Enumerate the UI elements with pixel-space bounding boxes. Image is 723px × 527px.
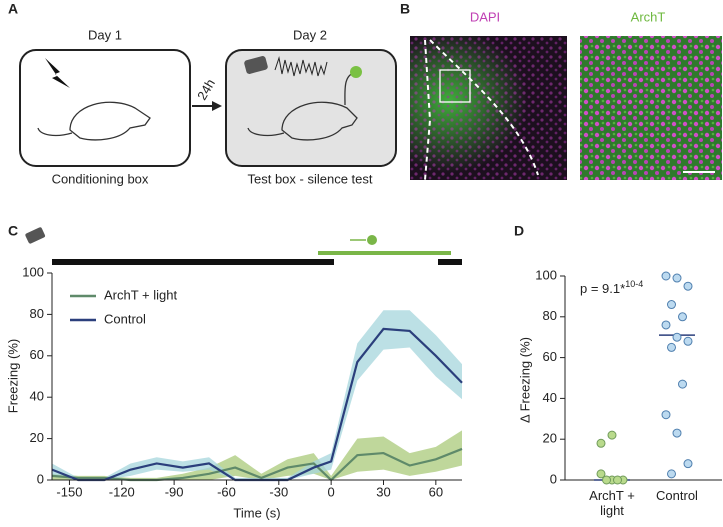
box bbox=[19, 49, 191, 167]
stain-label: ArchT bbox=[631, 9, 666, 24]
tone-bar bbox=[438, 259, 462, 265]
x-tick-label: -90 bbox=[165, 484, 184, 499]
y-axis-label: Freezing (%) bbox=[5, 339, 20, 413]
error-band bbox=[52, 310, 462, 480]
point bbox=[672, 273, 682, 283]
point bbox=[596, 469, 606, 479]
point bbox=[661, 320, 671, 330]
speaker-icon bbox=[25, 227, 46, 244]
x-tick-label: ArchT + light bbox=[589, 488, 635, 518]
light-icon bbox=[367, 235, 377, 245]
legend-label: ArchT + light bbox=[104, 287, 177, 302]
y-tick-label: 0 bbox=[37, 471, 44, 486]
error-band bbox=[52, 430, 462, 480]
y-tick-label: 80 bbox=[543, 308, 557, 323]
x-tick-label: -30 bbox=[269, 484, 288, 499]
panel-label: D bbox=[514, 223, 524, 239]
y-tick-label: 20 bbox=[543, 431, 557, 446]
y-axis-label: Δ Freezing (%) bbox=[517, 337, 532, 423]
rat bbox=[37, 101, 151, 141]
point bbox=[672, 332, 682, 342]
y-tick-label: 0 bbox=[550, 471, 557, 486]
day-label: Day 1 bbox=[88, 27, 122, 42]
inset-box bbox=[439, 69, 471, 103]
x-tick-label: 30 bbox=[376, 484, 390, 499]
x-tick-label: Control bbox=[656, 488, 698, 503]
point bbox=[683, 336, 693, 346]
y-tick-label: 100 bbox=[22, 264, 44, 279]
point bbox=[678, 312, 687, 322]
y-tick-label: 60 bbox=[543, 349, 557, 364]
x-tick-label: -120 bbox=[109, 484, 135, 499]
x-tick-label: -150 bbox=[56, 484, 82, 499]
y-tick-label: 40 bbox=[30, 389, 44, 404]
panel-label: B bbox=[400, 1, 410, 17]
x-tick-label: -60 bbox=[217, 484, 236, 499]
arrow-head bbox=[212, 101, 222, 111]
point bbox=[672, 428, 682, 438]
point bbox=[661, 271, 671, 281]
point bbox=[607, 430, 617, 440]
point bbox=[596, 438, 606, 448]
interval-label: 24h bbox=[194, 76, 218, 102]
annotation: p = 9.1*10-4 bbox=[580, 279, 643, 296]
line bbox=[51, 447, 463, 482]
point bbox=[667, 469, 676, 479]
shock-icon bbox=[45, 58, 70, 88]
stain-label: DAPI bbox=[470, 9, 500, 24]
annotation-main: p = 9.1* bbox=[580, 281, 625, 296]
tone-bar bbox=[52, 259, 334, 265]
x-tick-label: 0 bbox=[328, 484, 335, 499]
light-bar bbox=[318, 251, 451, 255]
point bbox=[661, 410, 671, 420]
point bbox=[602, 475, 611, 485]
point bbox=[667, 300, 676, 310]
y-tick-label: 20 bbox=[30, 430, 44, 445]
light-icon bbox=[350, 66, 362, 78]
panel-label: A bbox=[8, 1, 18, 17]
box-label: Conditioning box bbox=[52, 171, 149, 186]
point bbox=[683, 281, 693, 291]
box bbox=[225, 49, 397, 167]
point bbox=[667, 342, 676, 352]
y-tick-label: 80 bbox=[30, 306, 44, 321]
micrograph bbox=[580, 36, 722, 180]
x-tick-label: 60 bbox=[429, 484, 443, 499]
day-label: Day 2 bbox=[293, 27, 327, 42]
point bbox=[683, 459, 693, 469]
panel-label: C bbox=[8, 223, 18, 239]
box-label: Test box - silence test bbox=[248, 171, 373, 186]
point bbox=[613, 475, 622, 485]
y-tick-label: 100 bbox=[535, 267, 557, 282]
axis bbox=[564, 276, 722, 481]
x-axis-label: Time (s) bbox=[233, 505, 280, 520]
speaker-icon bbox=[244, 56, 268, 74]
micrograph-overlay bbox=[410, 36, 567, 180]
point bbox=[678, 379, 687, 389]
y-tick-label: 60 bbox=[30, 347, 44, 362]
noise bbox=[274, 56, 328, 77]
legend-label: Control bbox=[104, 311, 146, 326]
annotation-sup: 10-4 bbox=[625, 279, 643, 289]
y-tick-label: 40 bbox=[543, 390, 557, 405]
boundary bbox=[424, 39, 539, 181]
